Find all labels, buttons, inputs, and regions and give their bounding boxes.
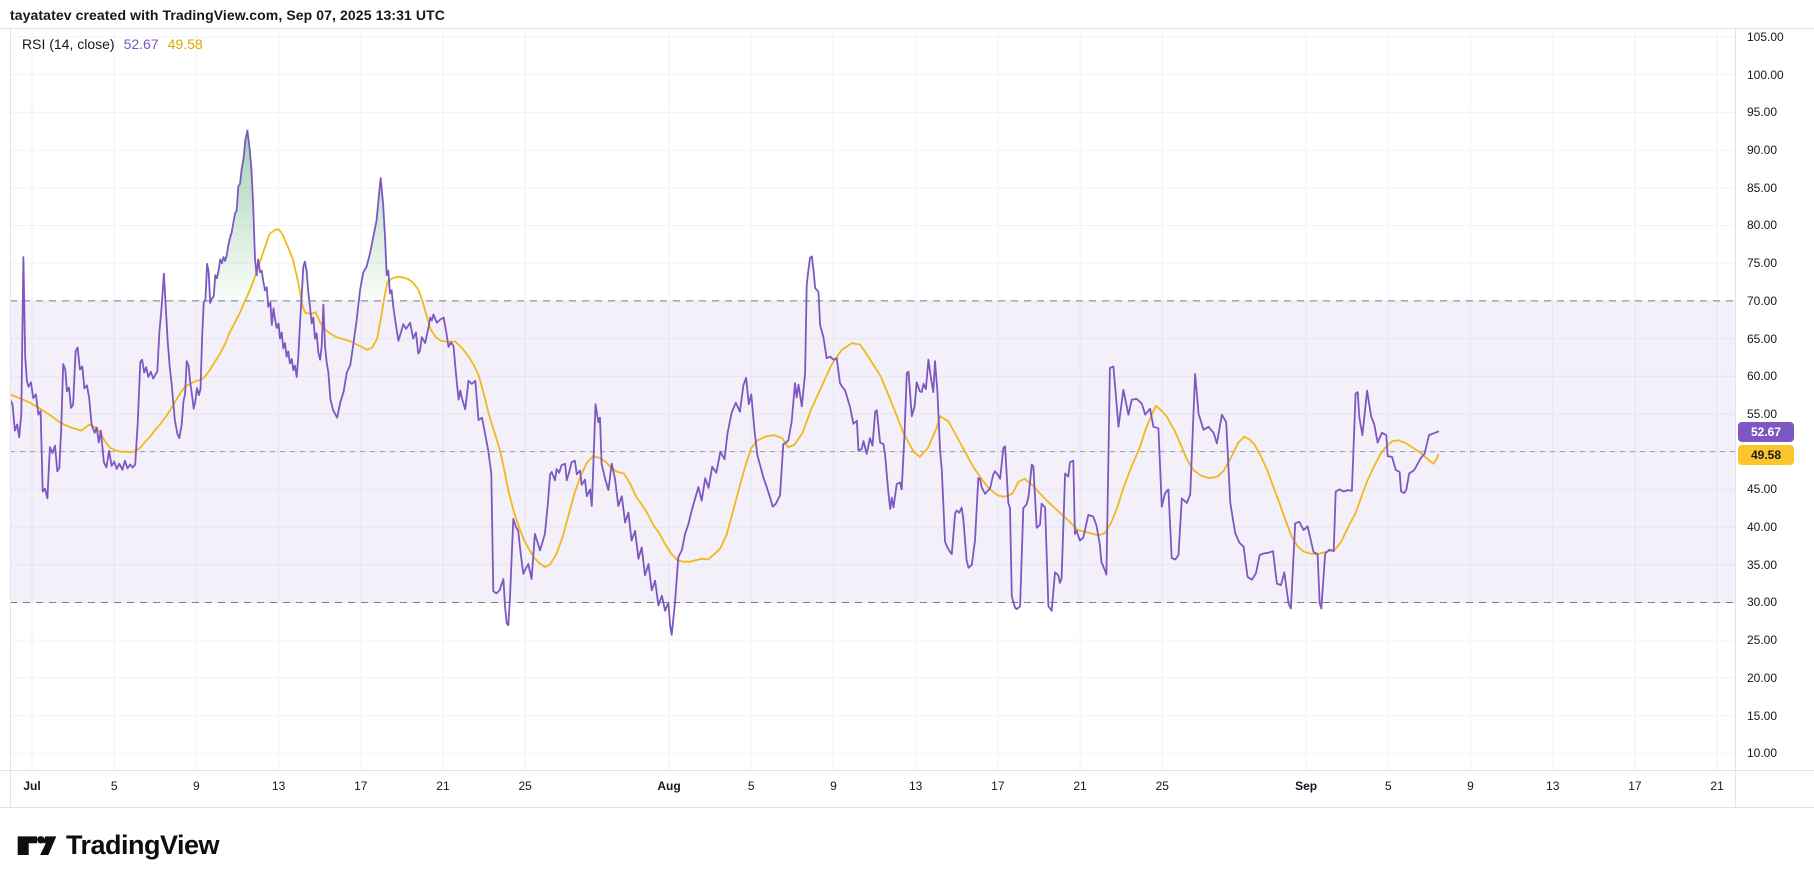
ma-line bbox=[10, 228, 1440, 568]
time-tick-label: 9 bbox=[830, 779, 837, 793]
price-badge-ma: 49.58 bbox=[1738, 444, 1794, 465]
time-tick-label: 9 bbox=[1467, 779, 1474, 793]
price-axis-separator bbox=[1735, 28, 1736, 807]
price-tick-label: 40.00 bbox=[1747, 520, 1778, 535]
price-tick-label: 15.00 bbox=[1747, 708, 1778, 723]
time-tick-label: 25 bbox=[1155, 779, 1169, 793]
time-tick-label: 21 bbox=[1073, 779, 1087, 793]
tradingview-logo-text: TradingView bbox=[66, 830, 220, 860]
pane-left-border bbox=[10, 28, 11, 807]
time-tick-label: 5 bbox=[747, 779, 755, 793]
time-tick-label: 25 bbox=[518, 779, 532, 793]
pane-bottom-border bbox=[0, 770, 1814, 771]
price-tick-label: 55.00 bbox=[1747, 406, 1778, 421]
price-tick-label: 70.00 bbox=[1747, 293, 1778, 308]
price-tick-label: 75.00 bbox=[1747, 256, 1778, 271]
time-tick-label: 13 bbox=[1546, 779, 1560, 793]
time-tick-label: 9 bbox=[193, 779, 200, 793]
time-tick-label: 17 bbox=[1628, 779, 1642, 793]
rsi-current-value: 52.67 bbox=[123, 36, 159, 52]
price-tick-label: 105.00 bbox=[1747, 29, 1784, 44]
price-tick-label: 35.00 bbox=[1747, 557, 1778, 572]
time-tick-label: 21 bbox=[1710, 779, 1724, 793]
price-tick-label: 45.00 bbox=[1747, 482, 1778, 497]
price-tick-label: 90.00 bbox=[1747, 143, 1778, 158]
time-tick-label: 17 bbox=[991, 779, 1005, 793]
time-tick-label: 13 bbox=[908, 779, 923, 793]
tradingview-logo[interactable]: TradingView bbox=[17, 830, 220, 861]
plot-area bbox=[10, 28, 1735, 770]
time-axis-bottom-border bbox=[0, 807, 1814, 808]
indicator-name-and-params: RSI (14, close) bbox=[22, 36, 115, 52]
time-tick-label: 17 bbox=[354, 779, 368, 793]
price-tick-label: 80.00 bbox=[1747, 218, 1778, 233]
price-tick-label: 10.00 bbox=[1747, 746, 1778, 761]
price-badge-rsi: 52.67 bbox=[1738, 421, 1794, 442]
watermark-title: tayatatev created with TradingView.com, … bbox=[10, 7, 445, 23]
time-tick-label: Jul bbox=[23, 779, 41, 793]
time-tick-label: Aug bbox=[657, 779, 681, 793]
time-tick-label: 13 bbox=[271, 779, 286, 793]
price-tick-label: 100.00 bbox=[1747, 67, 1784, 82]
price-tick-label: 20.00 bbox=[1747, 670, 1778, 685]
price-tick-label: 95.00 bbox=[1747, 105, 1778, 120]
time-tick-label: 5 bbox=[110, 779, 118, 793]
price-tick-label: 65.00 bbox=[1747, 331, 1778, 346]
price-tick-label: 85.00 bbox=[1747, 180, 1778, 195]
time-tick-label: 5 bbox=[1384, 779, 1392, 793]
time-tick-label: Sep bbox=[1295, 779, 1318, 793]
price-tick-label: 25.00 bbox=[1747, 633, 1778, 648]
price-tick-label: 60.00 bbox=[1747, 369, 1778, 384]
price-tick-label: 30.00 bbox=[1747, 595, 1778, 610]
ma-current-value: 49.58 bbox=[167, 36, 203, 52]
pane-top-border bbox=[0, 28, 1814, 29]
time-tick-label: 21 bbox=[436, 779, 450, 793]
indicator-legend[interactable]: RSI (14, close) 52.67 49.58 bbox=[22, 36, 203, 52]
tradingview-logo-icon bbox=[17, 835, 57, 855]
rsi-line bbox=[10, 129, 1440, 636]
